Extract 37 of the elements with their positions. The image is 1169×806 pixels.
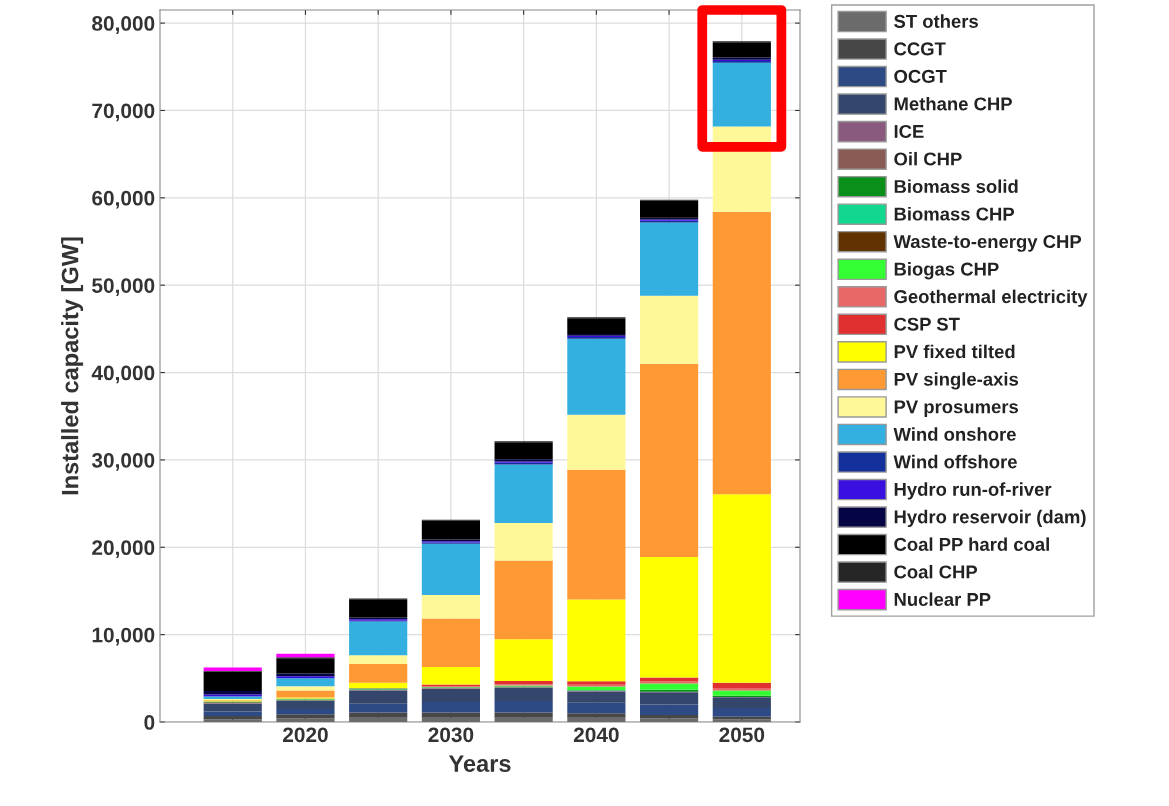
y-tick-label: 70,000 bbox=[92, 103, 155, 122]
x-tick-label: 2040 bbox=[573, 727, 619, 743]
legend-label: Geothermal electricity bbox=[894, 289, 1088, 307]
legend-label: Biogas CHP bbox=[894, 262, 999, 280]
y-tick-label: 0 bbox=[144, 715, 155, 730]
x-tick-label: 2020 bbox=[283, 727, 328, 743]
x-tick-label: 2030 bbox=[428, 727, 474, 743]
y-tick-label: 60,000 bbox=[92, 190, 155, 209]
legend-label: Hydro run-of-river bbox=[894, 482, 1052, 500]
legend-label: PV single-axis bbox=[894, 372, 1019, 390]
legend-label: Nuclear PP bbox=[894, 592, 991, 606]
legend-label: PV fixed tilted bbox=[894, 344, 1015, 359]
legend-label: Methane CHP bbox=[894, 96, 1012, 111]
legend-label: OCGT bbox=[894, 69, 947, 83]
y-tick-label: 50,000 bbox=[92, 278, 155, 296]
legend-label: Coal PP hard coal bbox=[894, 537, 1049, 551]
legend-label: Wind onshore bbox=[893, 427, 1016, 441]
legend-label: CSP ST bbox=[894, 317, 960, 331]
legend-label: Coal CHP bbox=[894, 564, 978, 579]
legend-label: Oil CHP bbox=[894, 151, 962, 166]
legend-label: ST others bbox=[894, 14, 978, 28]
legend-label: PV prosumers bbox=[894, 400, 1019, 417]
legend-label: Biomass solid bbox=[894, 179, 1018, 194]
x-axis-title: Years bbox=[448, 755, 511, 772]
legend-label: Waste-to-energy CHP bbox=[893, 235, 1082, 252]
legend-label: Hydro reservoir (dam) bbox=[894, 509, 1086, 528]
legend-label: Wind offshore bbox=[893, 454, 1017, 469]
y-tick-label: 10,000 bbox=[92, 627, 155, 646]
legend-label: Biomass CHP bbox=[894, 207, 1015, 221]
y-tick-label: 80,000 bbox=[92, 16, 155, 34]
y-tick-label: 30,000 bbox=[91, 452, 155, 471]
y-tick-label: 40,000 bbox=[91, 365, 155, 384]
legend-label: ICE bbox=[894, 124, 924, 138]
legend-label: CCGT bbox=[894, 42, 946, 56]
y-axis-title: Installed capacity [GW] bbox=[61, 237, 84, 495]
y-tick-label: 20,000 bbox=[92, 540, 155, 559]
x-tick-label: 2050 bbox=[719, 727, 765, 743]
